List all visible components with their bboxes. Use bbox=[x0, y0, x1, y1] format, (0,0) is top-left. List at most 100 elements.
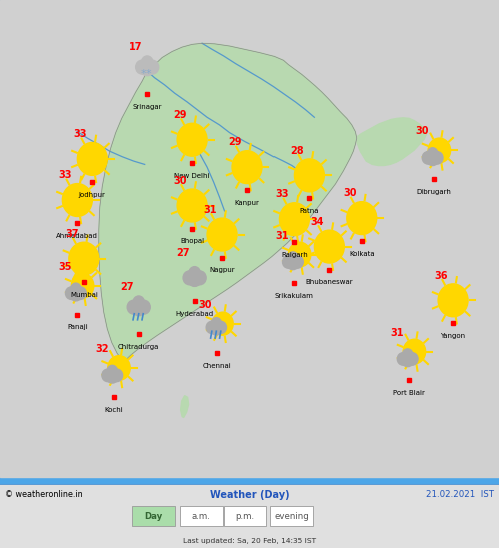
Text: Srinagar: Srinagar bbox=[132, 104, 162, 110]
Text: 31: 31 bbox=[275, 231, 289, 241]
Text: 33: 33 bbox=[58, 170, 72, 180]
Circle shape bbox=[105, 368, 119, 383]
Text: © weatheronline.in: © weatheronline.in bbox=[5, 490, 83, 499]
Circle shape bbox=[108, 356, 130, 380]
Text: Chitradurga: Chitradurga bbox=[118, 344, 159, 350]
Text: 30: 30 bbox=[415, 127, 429, 136]
Text: Bhubaneswar: Bhubaneswar bbox=[305, 279, 353, 286]
Circle shape bbox=[177, 123, 207, 156]
Text: Kolkata: Kolkata bbox=[349, 251, 375, 257]
Circle shape bbox=[189, 267, 200, 279]
Text: Hyderabad: Hyderabad bbox=[176, 311, 214, 317]
Circle shape bbox=[438, 284, 468, 317]
Circle shape bbox=[397, 353, 409, 365]
Text: *: * bbox=[145, 69, 151, 79]
Text: 36: 36 bbox=[434, 271, 448, 281]
Circle shape bbox=[65, 287, 77, 299]
Polygon shape bbox=[355, 118, 427, 165]
Circle shape bbox=[62, 184, 92, 216]
Text: Day: Day bbox=[145, 512, 163, 521]
Circle shape bbox=[206, 321, 217, 334]
Circle shape bbox=[407, 353, 418, 365]
Circle shape bbox=[71, 283, 81, 294]
Circle shape bbox=[401, 351, 415, 367]
Circle shape bbox=[136, 60, 148, 74]
Text: Srikakulam: Srikakulam bbox=[275, 293, 314, 299]
Text: 27: 27 bbox=[120, 282, 134, 292]
FancyBboxPatch shape bbox=[270, 506, 313, 526]
Circle shape bbox=[131, 299, 147, 316]
Text: 21.02.2021  IST: 21.02.2021 IST bbox=[426, 490, 494, 499]
Text: Raigarh: Raigarh bbox=[281, 252, 308, 258]
Circle shape bbox=[133, 296, 144, 309]
Circle shape bbox=[146, 60, 159, 74]
Circle shape bbox=[294, 159, 324, 192]
Text: Port Blair: Port Blair bbox=[393, 390, 425, 396]
Circle shape bbox=[142, 56, 153, 68]
Text: Kochi: Kochi bbox=[104, 407, 123, 413]
Text: 30: 30 bbox=[343, 189, 357, 198]
Text: 29: 29 bbox=[173, 110, 187, 120]
Polygon shape bbox=[99, 43, 357, 362]
FancyBboxPatch shape bbox=[180, 506, 223, 526]
Circle shape bbox=[279, 203, 309, 236]
Circle shape bbox=[426, 150, 440, 165]
Text: 34: 34 bbox=[310, 217, 324, 227]
Text: Weather (Day): Weather (Day) bbox=[210, 490, 289, 500]
Text: a.m.: a.m. bbox=[192, 512, 211, 521]
Circle shape bbox=[75, 287, 86, 299]
Text: 31: 31 bbox=[203, 205, 217, 215]
Circle shape bbox=[314, 230, 344, 263]
Text: Yangon: Yangon bbox=[441, 333, 466, 339]
Text: 31: 31 bbox=[390, 328, 404, 338]
Circle shape bbox=[127, 300, 140, 314]
Circle shape bbox=[422, 152, 434, 164]
Circle shape bbox=[428, 138, 451, 163]
Circle shape bbox=[288, 252, 298, 263]
Text: 29: 29 bbox=[228, 138, 242, 147]
Text: New Delhi: New Delhi bbox=[174, 173, 210, 179]
Text: Mumbai: Mumbai bbox=[70, 292, 98, 298]
Circle shape bbox=[102, 369, 113, 381]
Circle shape bbox=[288, 242, 311, 267]
Text: Patna: Patna bbox=[299, 208, 319, 214]
Circle shape bbox=[232, 151, 262, 184]
Circle shape bbox=[282, 256, 294, 268]
Text: 33: 33 bbox=[73, 129, 87, 139]
Text: evening: evening bbox=[274, 512, 309, 521]
Circle shape bbox=[69, 242, 99, 275]
Circle shape bbox=[107, 366, 117, 376]
Circle shape bbox=[292, 256, 303, 268]
Text: 32: 32 bbox=[95, 344, 109, 354]
Text: Kanpur: Kanpur bbox=[235, 200, 259, 206]
Circle shape bbox=[71, 273, 94, 298]
Polygon shape bbox=[0, 0, 499, 477]
Circle shape bbox=[347, 202, 377, 235]
Circle shape bbox=[183, 271, 196, 285]
Text: Panaji: Panaji bbox=[67, 324, 88, 330]
Circle shape bbox=[216, 321, 227, 334]
Circle shape bbox=[432, 152, 443, 164]
Text: 17: 17 bbox=[128, 42, 142, 52]
Text: 30: 30 bbox=[173, 176, 187, 186]
Text: 27: 27 bbox=[176, 248, 190, 258]
Text: Last updated: Sa, 20 Feb, 14:35 IST: Last updated: Sa, 20 Feb, 14:35 IST bbox=[183, 539, 316, 544]
Circle shape bbox=[212, 312, 233, 335]
Circle shape bbox=[138, 300, 150, 314]
Polygon shape bbox=[181, 396, 189, 418]
Circle shape bbox=[177, 189, 207, 222]
Text: Nagpur: Nagpur bbox=[209, 267, 235, 273]
Text: Ahmedabad: Ahmedabad bbox=[56, 233, 98, 239]
Circle shape bbox=[139, 59, 155, 76]
Text: 30: 30 bbox=[198, 300, 212, 310]
Text: 28: 28 bbox=[290, 146, 304, 156]
Circle shape bbox=[77, 142, 107, 175]
FancyBboxPatch shape bbox=[224, 506, 266, 526]
Text: *: * bbox=[140, 69, 146, 79]
Circle shape bbox=[210, 320, 223, 335]
Circle shape bbox=[403, 339, 426, 364]
Circle shape bbox=[69, 286, 83, 301]
Circle shape bbox=[207, 218, 237, 251]
Circle shape bbox=[403, 349, 413, 360]
Circle shape bbox=[286, 254, 300, 270]
